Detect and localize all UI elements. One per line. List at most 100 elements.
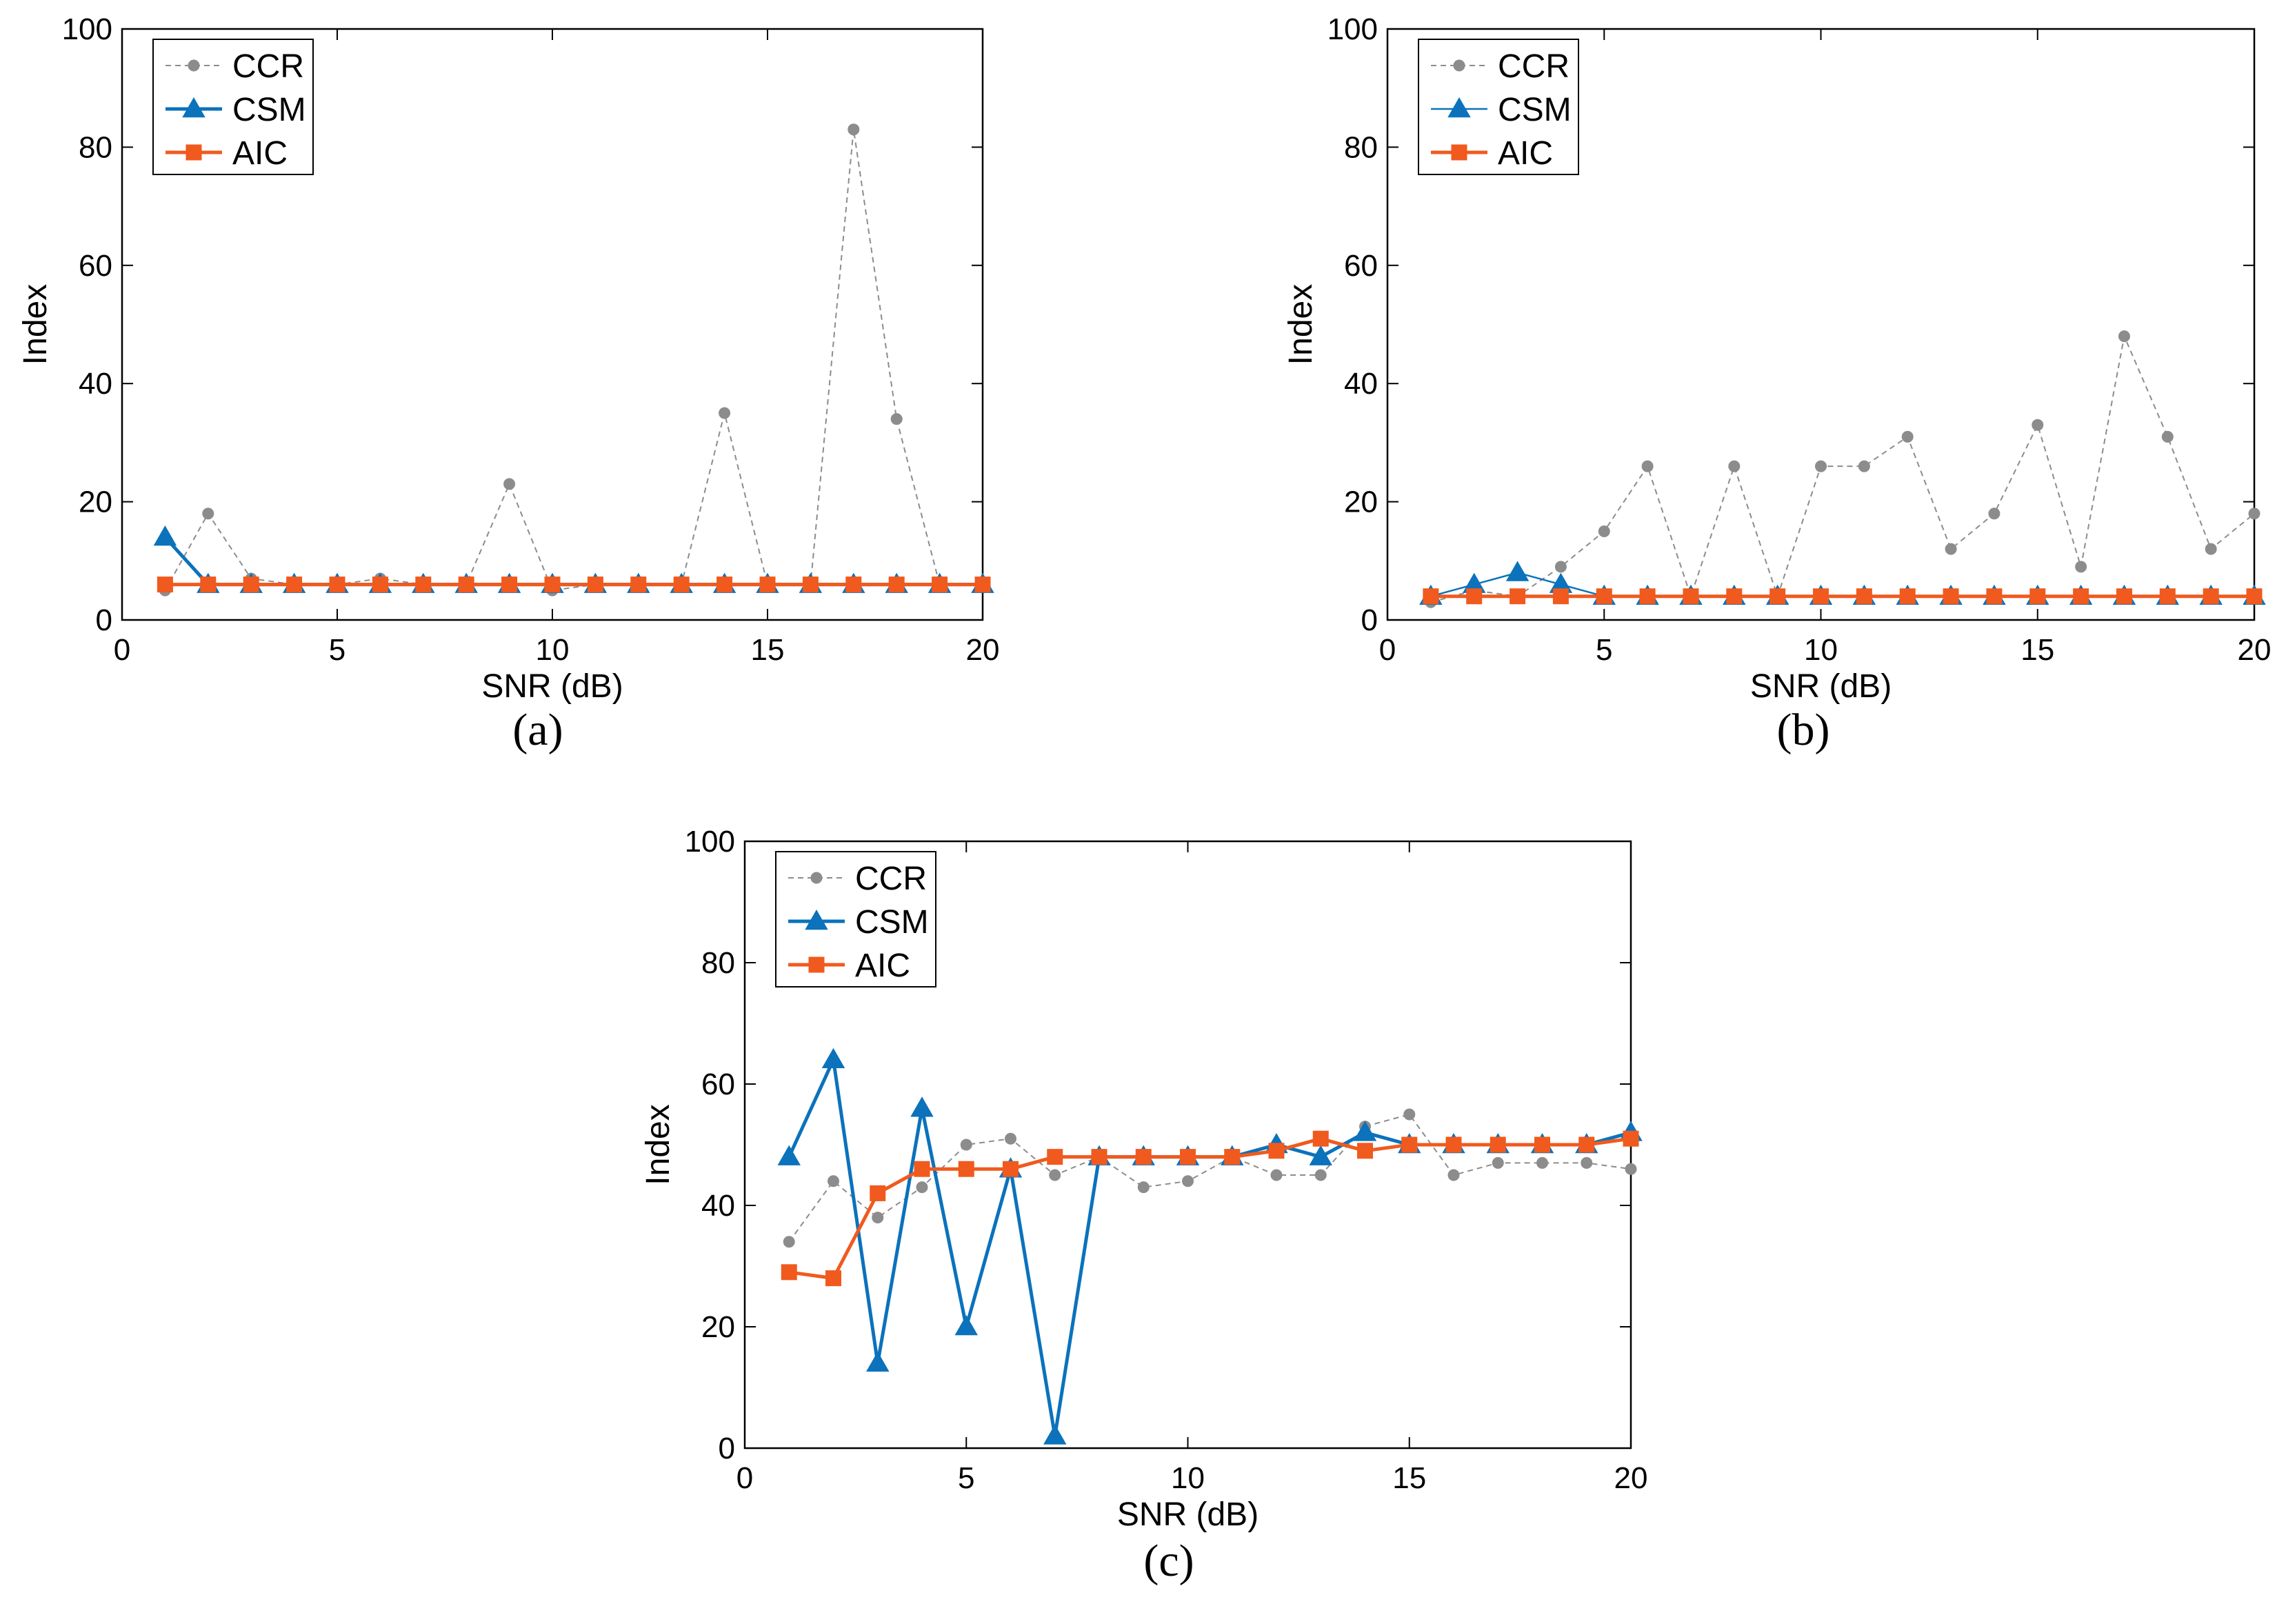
y-tick-label: 0 xyxy=(96,603,112,637)
data-point-aic xyxy=(958,1161,974,1177)
legend-marker-ccr xyxy=(188,59,200,72)
legend-marker-aic xyxy=(1451,144,1467,161)
legend-label-aic: AIC xyxy=(1498,135,1553,172)
data-point-ccr xyxy=(503,478,516,490)
data-point-aic xyxy=(1135,1149,1152,1165)
legend-label-ccr: CCR xyxy=(1498,48,1570,85)
legend-label-csm: CSM xyxy=(855,904,929,941)
data-point-aic xyxy=(2029,588,2046,605)
data-point-aic xyxy=(1986,588,2003,605)
data-point-aic xyxy=(932,577,948,593)
data-point-csm xyxy=(954,1314,978,1336)
data-point-aic xyxy=(716,577,733,593)
data-point-aic xyxy=(781,1264,797,1281)
data-point-ccr xyxy=(2248,508,2260,520)
data-point-aic xyxy=(1596,588,1612,605)
data-point-ccr xyxy=(1447,1169,1460,1181)
data-point-aic xyxy=(1813,588,1829,605)
data-point-csm xyxy=(910,1096,934,1117)
data-point-ccr xyxy=(1945,543,1957,555)
data-point-ccr xyxy=(1492,1156,1504,1169)
legend-label-ccr: CCR xyxy=(855,861,927,897)
data-point-aic xyxy=(1091,1149,1107,1165)
x-tick-label: 10 xyxy=(1804,633,1838,667)
y-tick-label: 40 xyxy=(1344,367,1378,401)
y-tick-label: 60 xyxy=(1344,249,1378,283)
data-point-ccr xyxy=(2075,561,2087,573)
x-tick-label: 10 xyxy=(1171,1461,1205,1495)
data-point-aic xyxy=(1623,1130,1639,1147)
data-point-aic xyxy=(870,1185,886,1201)
data-point-aic xyxy=(1552,588,1569,605)
data-point-aic xyxy=(157,577,173,593)
data-point-csm xyxy=(153,525,177,546)
y-tick-label: 80 xyxy=(1344,130,1378,164)
y-tick-label: 40 xyxy=(701,1189,735,1223)
chart-panel-3: 0 5 10 15 20 0 20 40 60 80 100 SNR (dB) Index CCR CSM A… xyxy=(640,825,1647,1586)
data-point-ccr xyxy=(916,1181,928,1194)
data-point-ccr xyxy=(1270,1169,1283,1181)
data-point-ccr xyxy=(960,1139,972,1151)
data-point-ccr xyxy=(1728,460,1741,472)
data-point-csm xyxy=(1043,1424,1067,1445)
data-point-aic xyxy=(286,577,303,593)
data-point-ccr xyxy=(1815,460,1827,472)
data-point-aic xyxy=(372,577,388,593)
data-point-aic xyxy=(1856,588,1872,605)
data-point-csm xyxy=(1309,1145,1332,1165)
x-tick-label: 20 xyxy=(2238,633,2272,667)
data-point-aic xyxy=(2203,588,2219,605)
data-point-aic xyxy=(1466,588,1483,605)
data-point-ccr xyxy=(1901,430,1914,443)
data-point-ccr xyxy=(1598,525,1610,537)
data-point-aic xyxy=(673,577,690,593)
data-point-aic xyxy=(1639,588,1656,605)
y-tick-label: 20 xyxy=(79,485,112,519)
legend-marker-ccr xyxy=(1453,59,1465,72)
data-point-aic xyxy=(2116,588,2132,605)
data-point-aic xyxy=(1490,1136,1506,1153)
data-point-ccr xyxy=(1182,1175,1194,1187)
data-point-ccr xyxy=(872,1212,884,1224)
y-axis-label: Index xyxy=(1283,284,1319,365)
x-tick-label: 15 xyxy=(751,633,785,667)
data-point-ccr xyxy=(2161,430,2174,443)
data-point-aic xyxy=(1003,1161,1019,1177)
data-point-aic xyxy=(1534,1136,1550,1153)
x-tick-label: 15 xyxy=(1392,1461,1426,1495)
data-point-csm xyxy=(866,1351,890,1372)
data-point-aic xyxy=(458,577,474,593)
y-tick-label: 100 xyxy=(685,825,735,859)
data-point-aic xyxy=(200,577,217,593)
legend-label-csm: CSM xyxy=(232,92,306,128)
data-point-aic xyxy=(1180,1149,1196,1165)
y-tick-label: 40 xyxy=(79,367,112,401)
x-tick-label: 20 xyxy=(966,633,1000,667)
x-axis-label: SNR (dB) xyxy=(481,668,623,705)
data-point-aic xyxy=(1943,588,1959,605)
data-point-aic xyxy=(2246,588,2263,605)
series-line-ccr xyxy=(788,1114,1632,1243)
data-point-aic xyxy=(1683,588,1699,605)
data-point-aic xyxy=(845,577,862,593)
data-point-aic xyxy=(1445,1136,1462,1153)
data-point-aic xyxy=(2159,588,2176,605)
data-point-csm xyxy=(821,1047,845,1069)
x-tick-label: 0 xyxy=(736,1461,753,1495)
legend: CCR CSM AIC xyxy=(152,39,314,175)
data-point-aic xyxy=(630,577,647,593)
data-point-aic xyxy=(329,577,345,593)
legend-label-ccr: CCR xyxy=(232,48,304,85)
x-tick-label: 20 xyxy=(1614,1461,1648,1495)
panel-caption: (b) xyxy=(1777,705,1830,755)
data-point-csm xyxy=(777,1145,801,1165)
data-point-csm xyxy=(1353,1121,1377,1141)
legend-marker-aic xyxy=(186,144,202,161)
x-tick-label: 0 xyxy=(1379,633,1396,667)
data-point-aic xyxy=(415,577,432,593)
data-point-ccr xyxy=(1049,1169,1061,1181)
y-axis-label: Index xyxy=(640,1104,676,1185)
data-point-ccr xyxy=(202,508,214,520)
data-point-ccr xyxy=(1581,1156,1593,1169)
legend-marker-csm xyxy=(1447,97,1471,118)
